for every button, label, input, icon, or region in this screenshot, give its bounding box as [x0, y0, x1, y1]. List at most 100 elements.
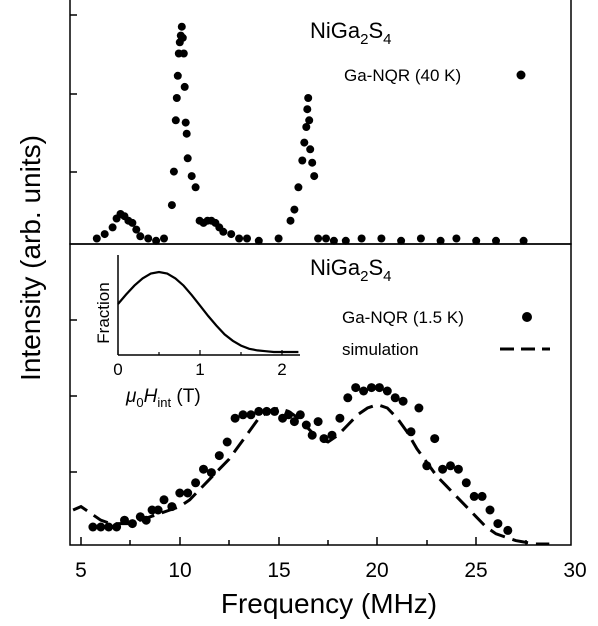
data-point	[357, 234, 366, 243]
data-point	[254, 236, 263, 245]
data-point	[128, 218, 137, 227]
data-point	[307, 430, 317, 440]
x-tick-label: 5	[75, 559, 87, 582]
data-point	[493, 519, 503, 529]
lower-panel-frame	[69, 243, 572, 546]
x-tick-label: 20	[365, 559, 388, 582]
data-point	[181, 118, 190, 127]
data-point	[314, 234, 323, 243]
upper-legend-marker	[516, 70, 526, 80]
data-point	[422, 461, 432, 471]
data-point	[398, 396, 408, 406]
data-point	[222, 437, 232, 447]
data-point	[246, 410, 256, 420]
data-point	[310, 172, 319, 181]
x-tick-label: 10	[168, 559, 191, 582]
data-point	[298, 156, 307, 165]
data-point	[180, 82, 189, 91]
inset-x-tick-label: 1	[195, 360, 204, 379]
data-point	[472, 236, 481, 245]
x-ticks	[80, 537, 527, 545]
lower-legend-marker-data	[522, 312, 532, 322]
data-point	[141, 515, 151, 525]
data-point	[313, 417, 323, 427]
x-tick-labels: 5 10 15 20 25 30	[75, 559, 587, 582]
inset-x-tick-label: 0	[113, 360, 122, 379]
data-point	[171, 116, 180, 125]
data-point	[367, 383, 376, 393]
data-point	[230, 413, 240, 423]
x-tick-label: 30	[563, 559, 586, 582]
data-point	[327, 430, 337, 440]
data-point	[238, 410, 248, 420]
data-point	[167, 502, 177, 512]
upper-panel: NiGa2S4 Ga-NQR (40 K)	[69, 0, 572, 245]
data-point	[100, 230, 109, 239]
data-point	[438, 464, 448, 474]
data-point	[304, 94, 313, 102]
data-point	[274, 234, 283, 243]
data-point	[214, 451, 224, 461]
x-tick-label: 25	[464, 559, 487, 582]
data-point	[374, 383, 384, 393]
data-point	[319, 434, 329, 444]
data-point	[235, 234, 244, 243]
inset-x-ticks	[117, 350, 283, 355]
data-point	[270, 406, 280, 416]
data-point	[120, 515, 129, 525]
data-point	[96, 522, 106, 532]
data-point	[302, 123, 311, 131]
data-point	[492, 236, 500, 245]
data-point	[92, 234, 101, 243]
data-point	[254, 406, 264, 416]
data-point	[453, 464, 463, 474]
lower-legend-label-data: Ga-NQR (1.5 K)	[342, 308, 464, 327]
data-point	[436, 236, 445, 245]
upper-series-points	[92, 22, 528, 245]
data-point	[108, 223, 117, 232]
data-point	[485, 505, 495, 515]
data-point	[179, 49, 188, 58]
data-point	[182, 129, 191, 138]
data-point	[191, 478, 201, 488]
data-point	[414, 403, 424, 413]
inset-x-label: μ0Hint (T)	[125, 386, 201, 410]
lower-series-points	[88, 383, 513, 535]
data-point	[343, 393, 353, 403]
data-point	[159, 495, 169, 505]
data-point	[144, 234, 153, 243]
data-point	[177, 22, 186, 31]
data-point	[469, 491, 479, 501]
data-point	[306, 145, 315, 154]
data-point	[219, 227, 228, 236]
data-point	[289, 417, 299, 427]
upper-legend-label: Ga-NQR (40 K)	[344, 66, 461, 85]
data-point	[160, 234, 168, 243]
data-point	[351, 383, 361, 393]
data-point	[199, 464, 208, 474]
data-point	[284, 410, 293, 420]
data-point	[169, 167, 178, 176]
data-point	[359, 386, 369, 396]
data-point	[294, 183, 303, 192]
data-point	[127, 519, 137, 529]
data-point	[446, 461, 455, 471]
lower-panel: NiGa2S4 Ga-NQR (1.5 K) simulation Fracti…	[69, 243, 572, 546]
data-point	[152, 236, 161, 245]
lower-y-ticks	[70, 319, 77, 473]
upper-y-ticks	[70, 14, 77, 173]
data-point	[112, 522, 122, 532]
data-point	[303, 105, 312, 114]
upper-panel-title: NiGa2S4	[310, 18, 392, 48]
data-point	[290, 205, 299, 214]
x-tick-label: 15	[267, 559, 290, 582]
data-point	[308, 158, 317, 167]
data-point	[295, 410, 305, 420]
data-point	[183, 154, 192, 163]
inset-y-label: Fraction	[94, 282, 113, 343]
lower-panel-title: NiGa2S4	[310, 255, 392, 285]
data-point	[377, 234, 386, 243]
data-point	[175, 488, 185, 498]
data-point	[172, 94, 181, 102]
